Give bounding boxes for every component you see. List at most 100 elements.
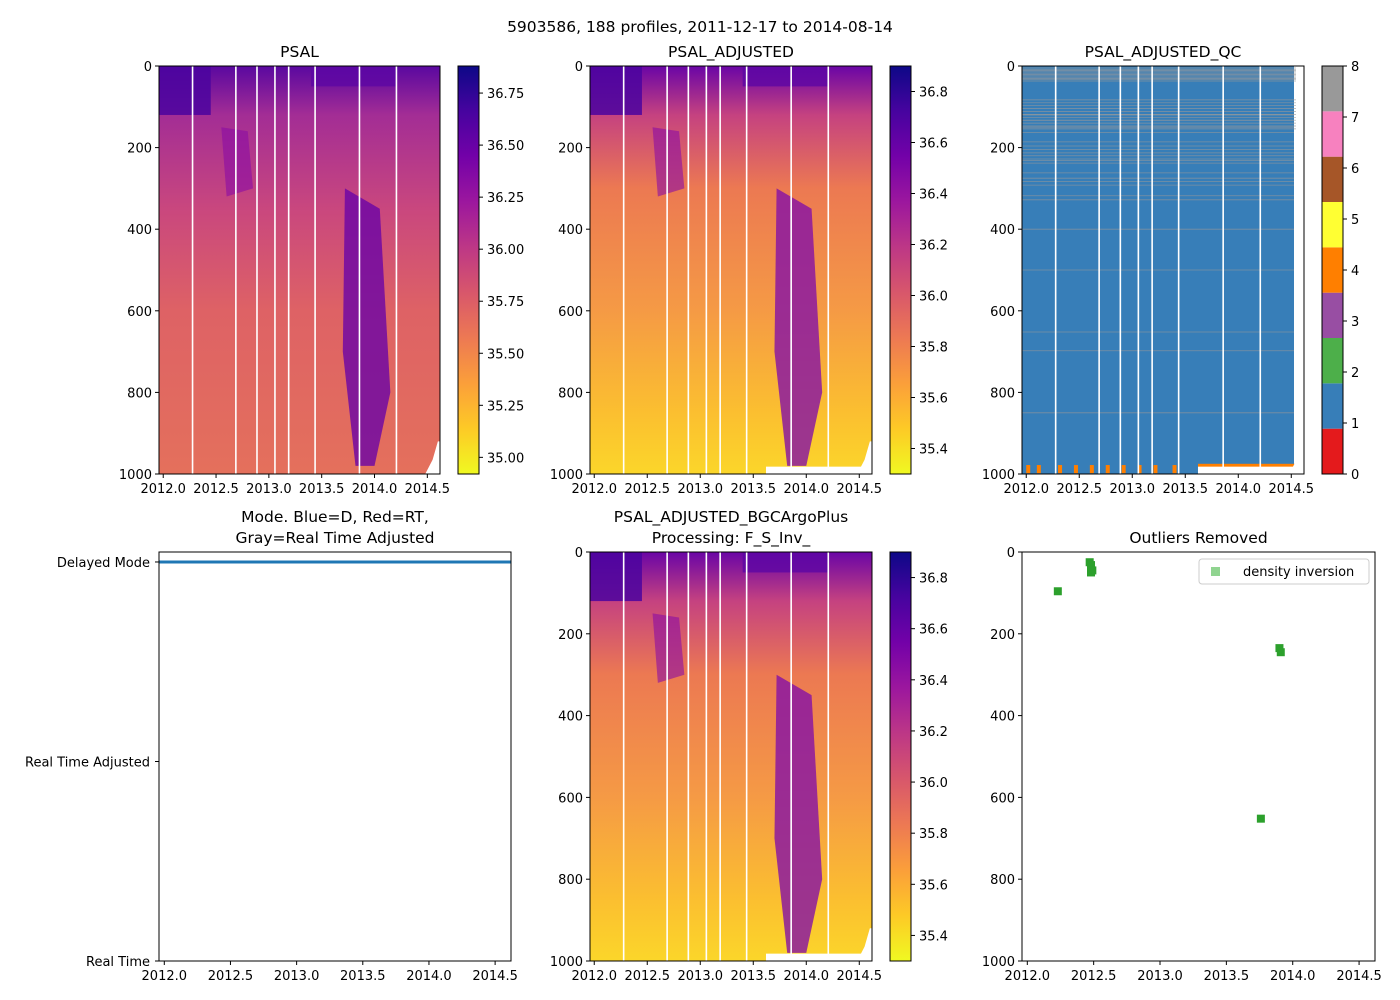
plot-frame — [158, 65, 441, 475]
panel-title: PSAL_ADJUSTED_BGCArgoPlus — [614, 508, 848, 527]
colorbar-tick-label: 36.2 — [919, 239, 948, 254]
surface-patch — [590, 66, 642, 115]
profile-gap — [1151, 66, 1153, 474]
profile-gap — [719, 66, 721, 474]
x-tick-label: 2012.0 — [142, 969, 188, 984]
qc-orange-mark — [1105, 465, 1110, 474]
profile-gap — [827, 66, 830, 474]
profile-gap — [235, 66, 237, 474]
colorbar-tick-label: 3 — [1351, 315, 1359, 330]
no-data-region — [857, 928, 872, 961]
qc-orange-mark — [1137, 465, 1142, 474]
x-tick-label: 2014.0 — [1270, 969, 1316, 984]
colorbar-tick-label: 8 — [1351, 60, 1359, 75]
surface-patch — [590, 552, 642, 602]
colorbar-tick-label: 36.75 — [487, 87, 524, 102]
y-tick-label: 1000 — [982, 468, 1015, 483]
profile-gap — [666, 66, 668, 474]
x-tick-label: 2013.5 — [731, 969, 777, 984]
colorbar-tick-label: 36.0 — [919, 290, 948, 305]
y-tick-label: 0 — [575, 546, 583, 561]
x-tick-label: 2013.0 — [678, 969, 724, 984]
qc-orange-mark — [1036, 465, 1041, 474]
heatmap-image — [590, 66, 872, 474]
plot-frame — [589, 65, 873, 475]
x-tick-label: 2014.0 — [1216, 482, 1262, 497]
y-tick-label: 0 — [1007, 60, 1015, 75]
colorbar-segment — [1322, 66, 1343, 112]
profile-gap — [1119, 66, 1122, 474]
y-tick-label: 600 — [990, 791, 1015, 806]
y-tick-label: Delayed Mode — [57, 556, 150, 571]
x-tick-label: 2012.0 — [140, 482, 186, 497]
y-tick-label: 800 — [558, 873, 583, 888]
colorbar-tick-label: 36.4 — [919, 674, 948, 689]
outlier-point — [1087, 568, 1096, 577]
x-tick-label: 2012.5 — [208, 969, 254, 984]
y-tick-label: 400 — [558, 710, 583, 725]
profile-gap — [1259, 66, 1262, 474]
y-tick-label: 400 — [127, 223, 152, 238]
colorbar-tick-label: 36.00 — [487, 243, 524, 258]
y-tick-label: 600 — [990, 305, 1015, 320]
y-tick-label: 800 — [558, 386, 583, 401]
x-tick-label: 2014.5 — [837, 969, 883, 984]
y-tick-label: 0 — [1007, 546, 1015, 561]
colorbar-tick-label: 35.8 — [919, 827, 948, 842]
colorbar-tick-label: 35.50 — [487, 347, 524, 362]
colorbar-tick-label: 35.75 — [487, 295, 524, 310]
colorbar-tick-label: 36.8 — [919, 86, 948, 101]
y-tick-label: 0 — [575, 60, 583, 75]
colorbar-tick-label: 35.4 — [919, 443, 948, 458]
x-tick-label: 2012.5 — [624, 482, 670, 497]
x-tick-label: 2012.5 — [1056, 482, 1102, 497]
panel-outliers: 0 200 400 600 800 1000 density inversion 2012.0… — [982, 529, 1382, 984]
y-tick-label: 400 — [990, 223, 1015, 238]
mid-patch — [652, 613, 685, 683]
y-tick-label: 200 — [990, 142, 1015, 157]
x-tick-label: 2013.5 — [731, 482, 777, 497]
panel-title: Mode. Blue=D, Red=RT, — [241, 508, 429, 526]
profile-gap — [666, 552, 668, 961]
profile-gap — [687, 66, 690, 474]
y-tick-label: 600 — [558, 305, 583, 320]
profile-gap — [622, 552, 625, 961]
profile-gap — [705, 552, 708, 961]
y-tick-label: 0 — [144, 60, 152, 75]
profile-gap — [358, 66, 361, 474]
qc-orange-mark — [1121, 465, 1126, 474]
panel-title: PSAL_ADJUSTED_QC — [1085, 43, 1242, 62]
profile-gap — [719, 552, 721, 961]
surface-patch — [159, 66, 211, 115]
x-tick-label: 2012.0 — [571, 969, 617, 984]
outlier-point — [1256, 814, 1265, 823]
profile-gap — [622, 66, 625, 474]
colorbar-tick-label: 6 — [1351, 162, 1359, 177]
profile-gap — [274, 66, 276, 474]
colorbar-segment — [1322, 428, 1343, 474]
profile-gap — [256, 66, 258, 474]
x-tick-label: 2014.5 — [472, 969, 518, 984]
salinity-field — [159, 66, 440, 474]
legend-box — [1198, 558, 1370, 585]
colorbar-segment — [1322, 156, 1343, 202]
x-tick-label: 2012.5 — [1071, 969, 1117, 984]
profile-gap — [314, 66, 316, 474]
profile-gap — [287, 66, 290, 474]
y-tick-label: 200 — [558, 628, 583, 643]
figure-title: 5903586, 188 profiles, 2011-12-17 to 201… — [507, 18, 893, 36]
qc-orange-mark — [1073, 465, 1078, 474]
deep-plume — [774, 188, 823, 466]
y-tick-label: 200 — [990, 628, 1015, 643]
colorbar-segment — [1322, 338, 1343, 384]
qc-orange-mark — [1026, 465, 1031, 474]
colorbar-tick-label: 7 — [1351, 111, 1359, 126]
plot-frame — [1021, 65, 1305, 475]
y-tick-label: 1000 — [982, 955, 1015, 970]
x-tick-label: 2012.0 — [1003, 482, 1049, 497]
colorbar-tick-label: 2 — [1351, 366, 1359, 381]
x-tick-label: 2014.0 — [352, 482, 398, 497]
profile-gap — [687, 552, 690, 961]
